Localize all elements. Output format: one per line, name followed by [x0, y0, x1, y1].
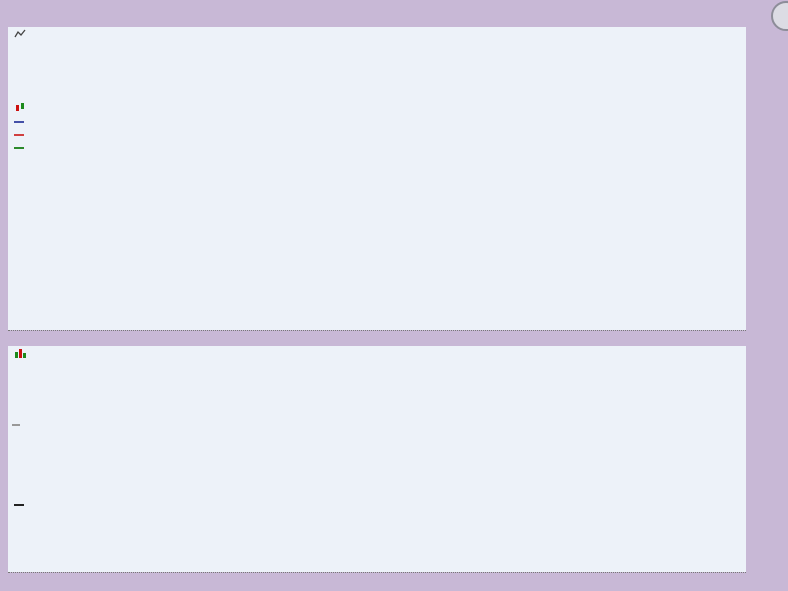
stoch-k-line-icon	[14, 504, 24, 506]
price-panel[interactable]	[8, 101, 746, 330]
macd-panel[interactable]	[8, 424, 746, 496]
volume-panel[interactable]	[8, 346, 746, 424]
legend-ma200	[14, 141, 27, 154]
chart-header	[0, 0, 788, 31]
legend-ema8	[14, 128, 27, 141]
rsi-legend	[14, 28, 26, 39]
price-axis-labels	[746, 0, 788, 591]
ema8-line-icon	[14, 134, 24, 136]
stochastic-plot[interactable]	[8, 496, 746, 572]
legend-ma50	[14, 115, 27, 128]
ma50-line-icon	[14, 121, 24, 123]
rsi-plot[interactable]	[8, 27, 746, 101]
date-axis-top	[8, 330, 746, 347]
indicator-icon	[14, 29, 26, 38]
stochastic-panel[interactable]	[8, 496, 746, 572]
date-axis-bottom	[8, 572, 746, 591]
rsi-panel[interactable]	[8, 27, 746, 101]
ma200-line-icon	[14, 147, 24, 149]
volume-bars-icon	[15, 349, 26, 358]
price-legend-symbol	[14, 102, 26, 113]
ohlc-bars-icon	[16, 103, 24, 111]
crosshair-tooltip	[12, 424, 20, 426]
stochastic-legend	[14, 498, 27, 511]
volume-legend	[14, 347, 26, 358]
volume-plot[interactable]	[8, 346, 746, 424]
macd-plot[interactable]	[8, 424, 746, 496]
price-plot[interactable]	[8, 101, 746, 330]
